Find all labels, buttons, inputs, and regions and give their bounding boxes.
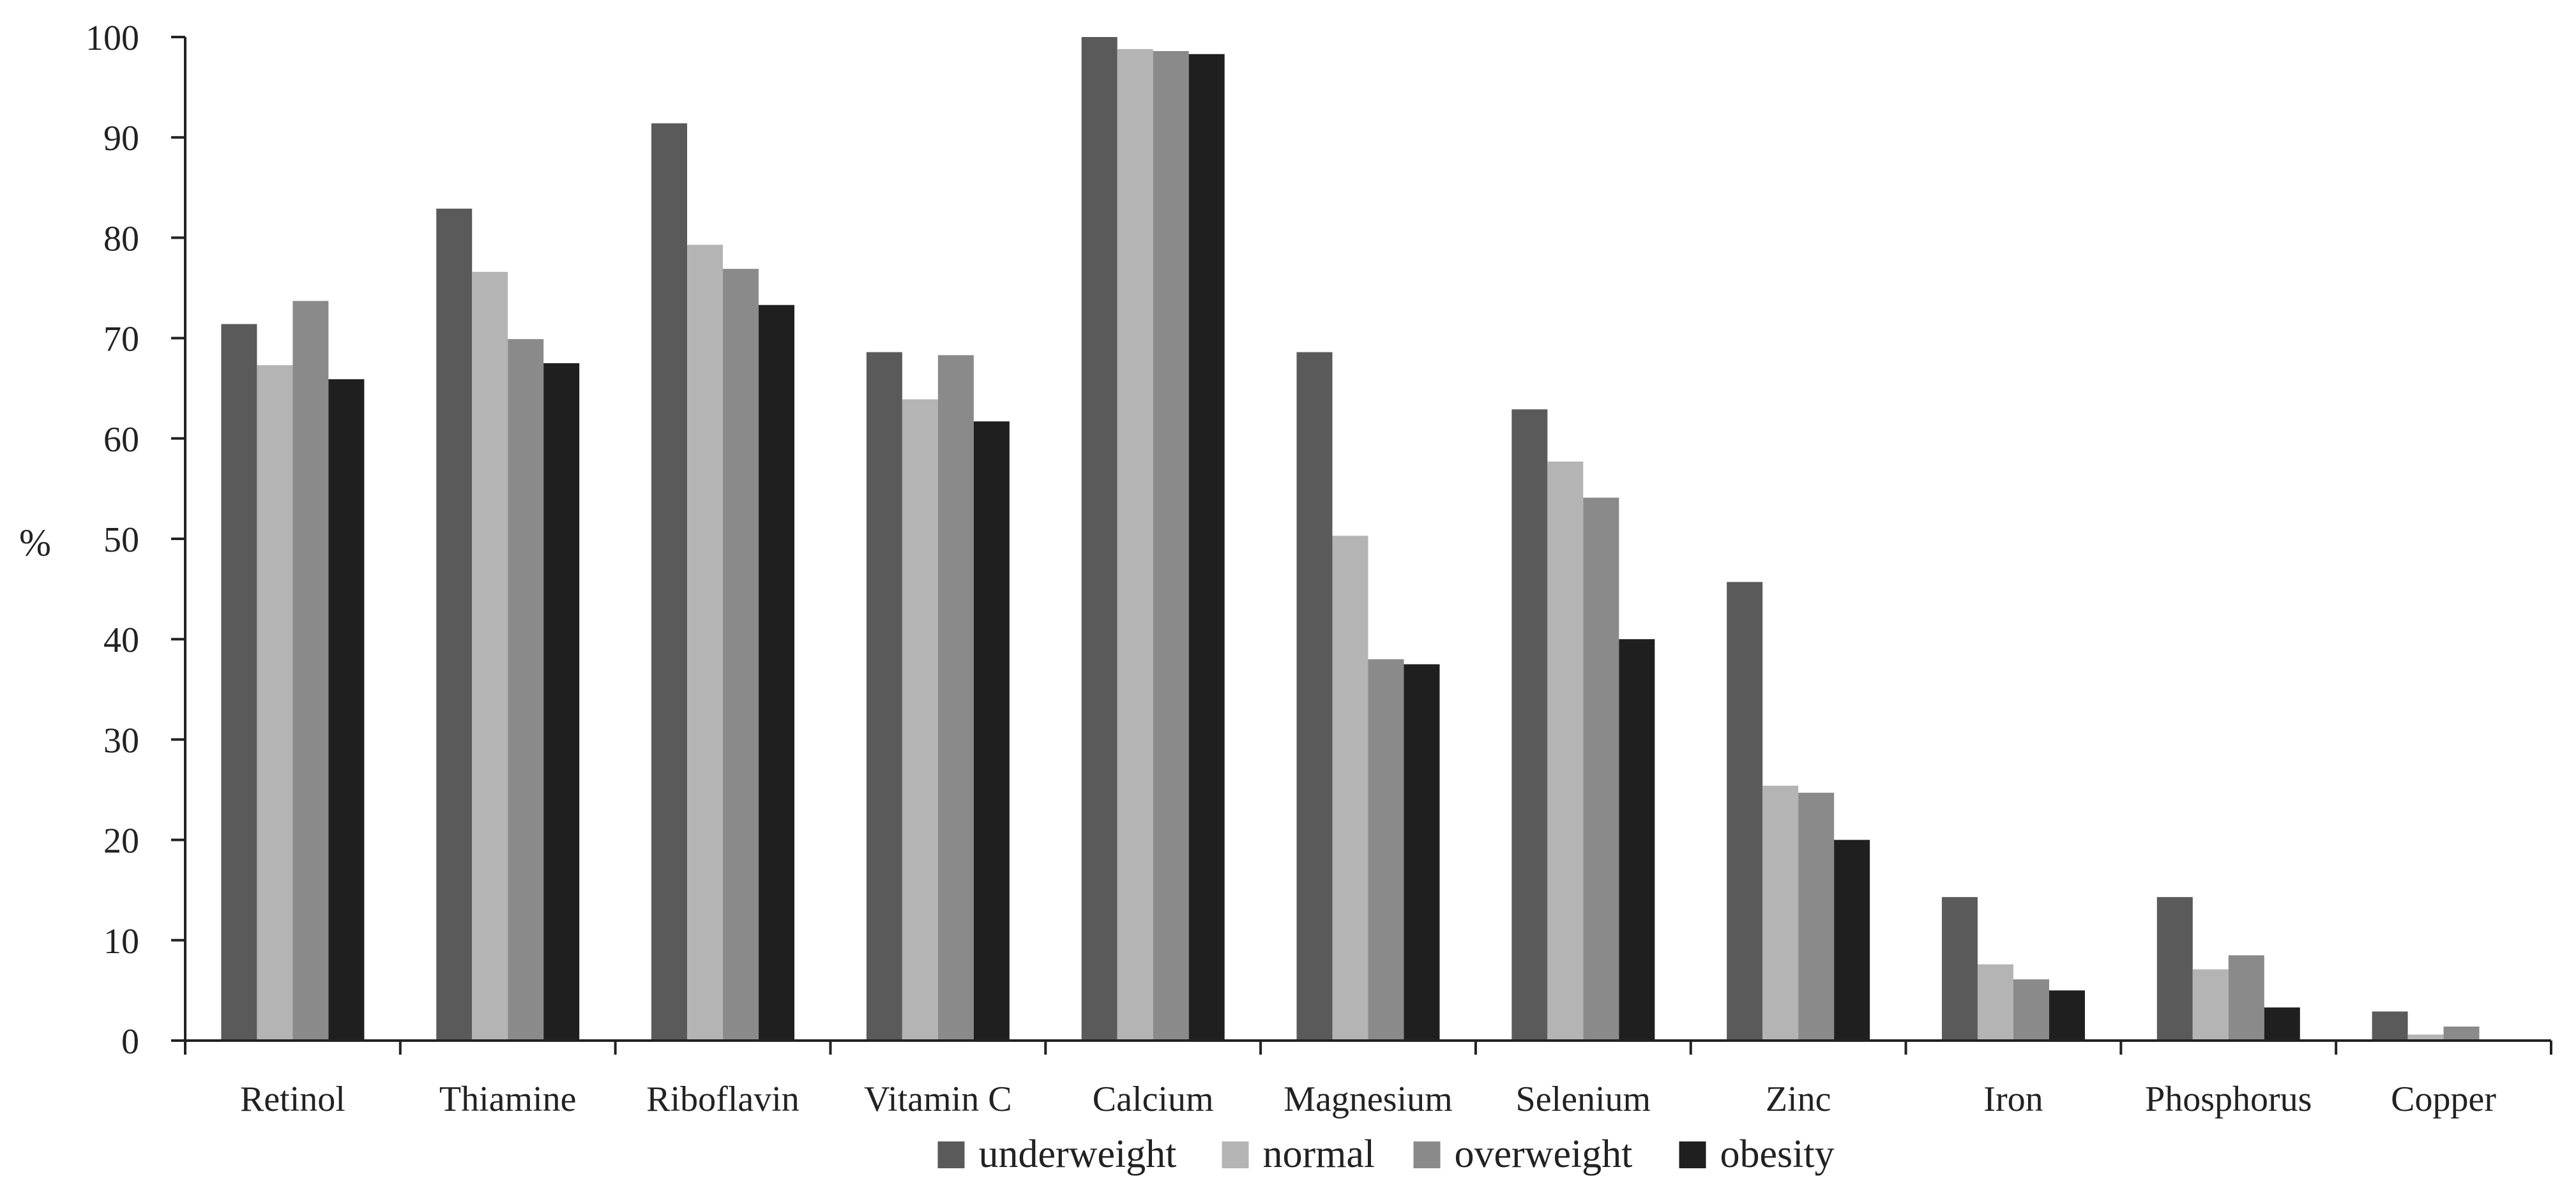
y-tick-label: 90 xyxy=(103,119,139,158)
bar-obesity-iron xyxy=(2049,990,2085,1041)
category-label: Iron xyxy=(1983,1080,2043,1119)
bar-overweight-selenium xyxy=(1583,497,1619,1041)
bar-overweight-copper xyxy=(2443,1026,2480,1041)
legend-label-underweight: underweight xyxy=(979,1133,1177,1176)
bar-obesity-calcium xyxy=(1188,54,1225,1041)
y-tick-label: 40 xyxy=(103,621,139,660)
bar-overweight-zinc xyxy=(1798,792,1835,1041)
bar-normal-vitamin-c xyxy=(902,399,938,1041)
bar-underweight-zinc xyxy=(1727,582,1763,1041)
y-axis-label: % xyxy=(19,522,51,564)
bar-underweight-selenium xyxy=(1512,409,1548,1041)
bar-underweight-thiamine xyxy=(436,208,473,1041)
category-label: Zinc xyxy=(1766,1080,1831,1119)
y-tick-label: 60 xyxy=(103,420,139,460)
bar-underweight-phosphorus xyxy=(2156,897,2193,1041)
bar-normal-thiamine xyxy=(472,271,508,1041)
bar-normal-riboflavin xyxy=(687,245,724,1041)
bar-underweight-vitamin-c xyxy=(866,352,902,1041)
bar-underweight-magnesium xyxy=(1296,352,1333,1041)
bar-overweight-riboflavin xyxy=(723,269,759,1041)
category-label: Magnesium xyxy=(1284,1080,1452,1119)
bar-obesity-zinc xyxy=(1834,839,1870,1041)
bar-normal-copper xyxy=(2407,1034,2444,1041)
bar-underweight-retinol xyxy=(221,324,257,1041)
legend-label-normal: normal xyxy=(1263,1133,1375,1176)
bar-underweight-riboflavin xyxy=(651,123,688,1041)
bar-overweight-vitamin-c xyxy=(937,355,974,1041)
y-tick-label: 20 xyxy=(103,822,139,861)
legend-swatch-overweight xyxy=(1413,1141,1441,1168)
legend-swatch-underweight xyxy=(937,1141,965,1168)
y-tick-label: 10 xyxy=(103,922,139,961)
bar-obesity-selenium xyxy=(1619,639,1655,1041)
legend: underweight normal overweight obesity xyxy=(937,1133,1835,1176)
bar-normal-selenium xyxy=(1547,461,1584,1041)
category-label: Selenium xyxy=(1516,1080,1651,1119)
legend-swatch-normal xyxy=(1222,1141,1249,1168)
bar-underweight-calcium xyxy=(1081,37,1118,1041)
category-labels: Retinol Thiamine Riboflavin Vitamin C Calciu… xyxy=(240,1080,2496,1119)
bar-overweight-iron xyxy=(2013,979,2049,1041)
bar-obesity-magnesium xyxy=(1404,664,1440,1041)
bar-underweight-iron xyxy=(1941,897,1978,1041)
bar-normal-calcium xyxy=(1117,49,1153,1041)
bar-underweight-copper xyxy=(2372,1011,2408,1041)
category-label: Copper xyxy=(2391,1080,2496,1119)
y-tick-label: 70 xyxy=(103,320,139,359)
bar-normal-zinc xyxy=(1762,785,1799,1041)
legend-label-obesity: obesity xyxy=(1720,1133,1835,1176)
category-label: Retinol xyxy=(240,1080,345,1119)
y-tick-label: 0 xyxy=(121,1022,139,1062)
y-tick-label: 80 xyxy=(103,219,139,259)
bar-overweight-phosphorus xyxy=(2228,955,2264,1041)
y-tick-label: 100 xyxy=(86,19,139,58)
y-axis-ticks: 0 10 20 30 40 50 60 70 80 90 100 xyxy=(86,19,185,1062)
bar-obesity-vitamin-c xyxy=(973,421,1010,1041)
y-tick-label: 30 xyxy=(103,721,139,760)
bar-normal-iron xyxy=(1977,964,2013,1041)
bar-obesity-riboflavin xyxy=(759,305,795,1041)
category-label: Vitamin C xyxy=(864,1080,1012,1119)
axes xyxy=(184,37,2552,1055)
category-label: Calcium xyxy=(1093,1080,1214,1119)
bars xyxy=(221,37,2480,1041)
legend-label-overweight: overweight xyxy=(1455,1133,1633,1176)
category-label: Riboflavin xyxy=(646,1080,799,1119)
y-tick-label: 50 xyxy=(103,520,139,560)
bar-overweight-calcium xyxy=(1153,51,1189,1041)
category-label: Phosphorus xyxy=(2145,1080,2312,1119)
bar-normal-magnesium xyxy=(1332,536,1368,1041)
bar-overweight-thiamine xyxy=(508,339,544,1041)
bar-obesity-thiamine xyxy=(543,363,580,1041)
bar-normal-phosphorus xyxy=(2192,969,2229,1041)
legend-swatch-obesity xyxy=(1679,1141,1706,1168)
bar-overweight-retinol xyxy=(292,301,329,1041)
bar-overweight-magnesium xyxy=(1368,659,1404,1041)
bar-obesity-retinol xyxy=(328,379,365,1041)
bar-normal-retinol xyxy=(257,365,293,1041)
bar-obesity-phosphorus xyxy=(2264,1007,2300,1041)
category-label: Thiamine xyxy=(439,1080,577,1119)
